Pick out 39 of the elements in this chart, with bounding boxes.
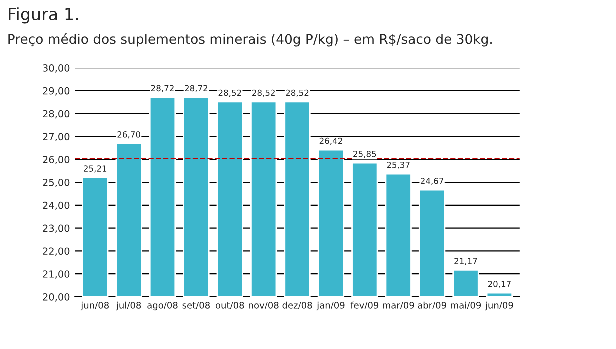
x-tick-label: fev/09 bbox=[350, 302, 379, 310]
data-label: 25,37 bbox=[387, 162, 410, 170]
chart-title: Figura 1. bbox=[9, 8, 78, 24]
x-tick-label: jan/09 bbox=[316, 302, 345, 311]
data-label: 28,72 bbox=[151, 85, 174, 92]
x-tick-label: jul/08 bbox=[116, 302, 142, 311]
y-tick-label: 22,00 bbox=[43, 248, 70, 256]
chart-subtitle: Preço médio dos suplementos minerais (40g P/kg) – em R$/saco de 30kg. bbox=[8, 33, 492, 47]
data-label: 25,85 bbox=[354, 150, 376, 158]
x-tick-label: jun/09 bbox=[485, 302, 514, 311]
x-tick-label: mai/09 bbox=[451, 302, 482, 310]
data-label: 26,42 bbox=[320, 138, 342, 146]
x-tick-label: abr/09 bbox=[418, 302, 446, 310]
data-label: 28,52 bbox=[218, 90, 242, 98]
y-tick-label: 23,00 bbox=[43, 224, 70, 234]
y-tick-label: 30,00 bbox=[43, 64, 70, 73]
y-tick-label: 27,00 bbox=[43, 133, 70, 142]
x-tick-label: set/08 bbox=[182, 302, 210, 310]
x-tick-label: ago/08 bbox=[148, 302, 178, 311]
y-tick-label: 29,00 bbox=[43, 87, 70, 96]
y-tick-label: 26,00 bbox=[43, 156, 70, 164]
y-tick-label: 20,00 bbox=[43, 293, 70, 302]
data-label: 20,17 bbox=[488, 281, 511, 288]
y-tick-label: 25,00 bbox=[43, 179, 70, 188]
x-tick-label: dez/08 bbox=[282, 302, 312, 310]
y-tick-label: 21,00 bbox=[43, 270, 70, 279]
data-label: 21,17 bbox=[454, 258, 478, 266]
data-label: 26,70 bbox=[118, 132, 140, 139]
x-tick-label: jun/08 bbox=[80, 302, 109, 311]
data-label: 24,67 bbox=[420, 178, 444, 186]
data-label: 28,52 bbox=[252, 90, 275, 98]
data-label: 25,21 bbox=[84, 166, 107, 173]
data-label: 28,52 bbox=[286, 90, 309, 98]
y-tick-label: 24,00 bbox=[43, 202, 70, 210]
data-label: 28,72 bbox=[185, 85, 208, 92]
x-tick-label: out/08 bbox=[216, 302, 244, 310]
y-tick-label: 28,00 bbox=[43, 110, 70, 119]
x-tick-label: mar/09 bbox=[383, 302, 414, 310]
x-tick-label: nov/08 bbox=[249, 302, 279, 310]
